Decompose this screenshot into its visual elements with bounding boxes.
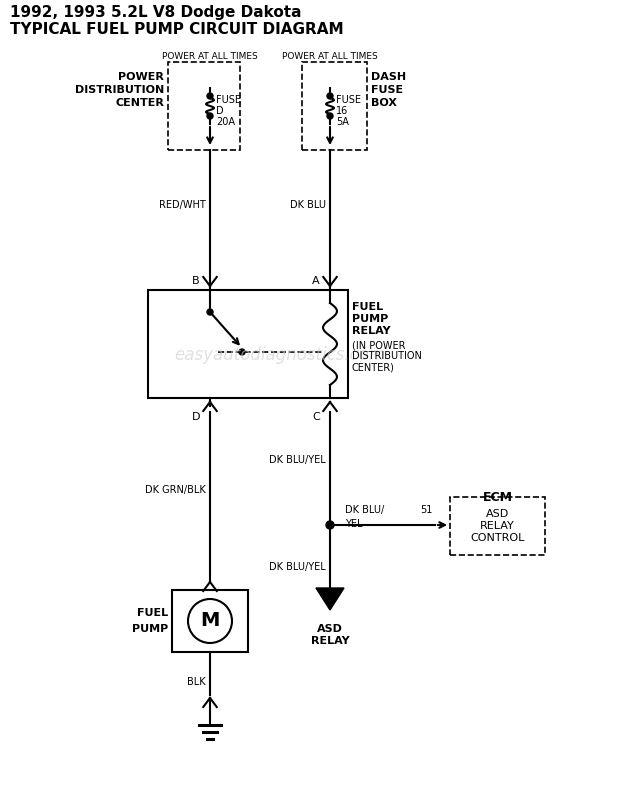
Text: PUMP: PUMP xyxy=(352,314,388,324)
Text: POWER: POWER xyxy=(118,72,164,82)
Circle shape xyxy=(207,93,213,99)
Text: PUMP: PUMP xyxy=(132,624,168,634)
Text: 5A: 5A xyxy=(336,117,349,127)
Text: M: M xyxy=(200,611,219,630)
Bar xyxy=(450,497,545,555)
Bar xyxy=(148,290,348,398)
Text: CENTER: CENTER xyxy=(115,98,164,108)
Bar xyxy=(168,62,240,150)
Text: C: C xyxy=(312,412,320,422)
Text: 51: 51 xyxy=(421,505,433,515)
Text: YEL: YEL xyxy=(345,519,363,529)
Text: 1992, 1993 5.2L V8 Dodge Dakota: 1992, 1993 5.2L V8 Dodge Dakota xyxy=(10,5,302,20)
Text: FUSE: FUSE xyxy=(371,85,403,95)
Text: DISTRIBUTION: DISTRIBUTION xyxy=(352,351,422,361)
Text: BOX: BOX xyxy=(371,98,397,108)
Text: RELAY: RELAY xyxy=(311,636,349,646)
Text: RELAY: RELAY xyxy=(480,521,515,531)
Text: 20A: 20A xyxy=(216,117,235,127)
Circle shape xyxy=(326,521,334,529)
Text: ASD: ASD xyxy=(486,509,509,519)
Text: B: B xyxy=(192,276,200,286)
Text: DK BLU/YEL: DK BLU/YEL xyxy=(269,455,326,465)
Circle shape xyxy=(239,349,245,355)
Text: FUEL: FUEL xyxy=(137,608,168,618)
Text: DISTRIBUTION: DISTRIBUTION xyxy=(75,85,164,95)
Text: TYPICAL FUEL PUMP CIRCUIT DIAGRAM: TYPICAL FUEL PUMP CIRCUIT DIAGRAM xyxy=(10,22,344,37)
Text: DK BLU: DK BLU xyxy=(290,200,326,210)
Circle shape xyxy=(207,113,213,119)
Text: 16: 16 xyxy=(336,106,349,116)
Bar xyxy=(172,590,248,652)
Text: RED/WHT: RED/WHT xyxy=(159,200,206,210)
Text: FUSE: FUSE xyxy=(336,95,361,105)
Text: ECM: ECM xyxy=(483,491,512,504)
Text: D: D xyxy=(216,106,224,116)
Text: DK BLU/YEL: DK BLU/YEL xyxy=(269,562,326,572)
Text: DK GRN/BLK: DK GRN/BLK xyxy=(145,485,206,495)
Text: DASH: DASH xyxy=(371,72,406,82)
Text: RELAY: RELAY xyxy=(352,326,391,336)
Circle shape xyxy=(327,93,333,99)
Text: DK BLU/: DK BLU/ xyxy=(345,505,384,515)
Text: POWER AT ALL TIMES: POWER AT ALL TIMES xyxy=(282,52,378,61)
Text: easyautodiagnostics.com: easyautodiagnostics.com xyxy=(174,346,386,364)
Text: D: D xyxy=(192,412,200,422)
Text: CONTROL: CONTROL xyxy=(470,533,525,543)
Text: A: A xyxy=(312,276,320,286)
Text: (IN POWER: (IN POWER xyxy=(352,340,405,350)
Circle shape xyxy=(327,113,333,119)
Text: POWER AT ALL TIMES: POWER AT ALL TIMES xyxy=(162,52,258,61)
Text: BLK: BLK xyxy=(187,677,206,687)
Text: FUEL: FUEL xyxy=(352,302,383,312)
Polygon shape xyxy=(316,588,344,610)
Text: FUSE: FUSE xyxy=(216,95,241,105)
Circle shape xyxy=(207,309,213,315)
Text: ASD: ASD xyxy=(317,624,343,634)
Bar xyxy=(302,62,367,150)
Text: CENTER): CENTER) xyxy=(352,362,395,372)
